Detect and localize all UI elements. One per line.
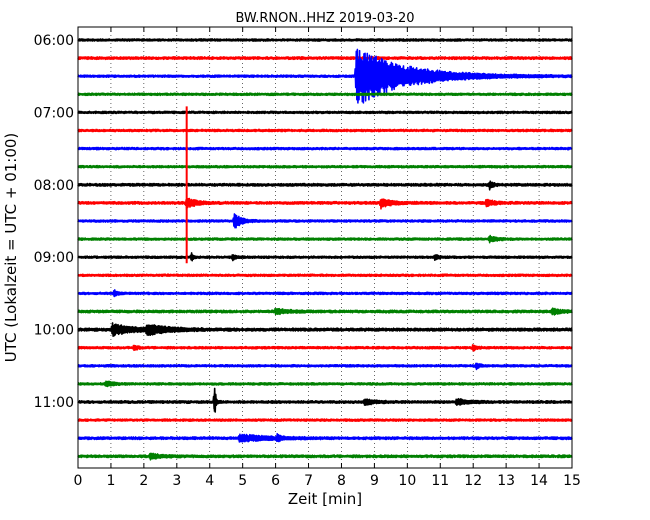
x-tick-label: 13	[497, 473, 515, 489]
trace-line-4	[77, 110, 573, 115]
trace-line-17	[77, 344, 573, 352]
x-tick-label: 14	[530, 473, 548, 489]
trace-line-16	[77, 322, 573, 337]
grid-lines	[110, 27, 540, 468]
trace-line-3	[77, 92, 573, 97]
trace-line-9	[77, 197, 573, 211]
y-tick-label: 07:00	[34, 105, 74, 121]
trace-line-2	[77, 48, 573, 104]
trace-line-12	[77, 252, 573, 262]
x-axis-ticks: 0 1 2 3 4 5 6 7 8 9 10 11 12 13 14 15	[74, 27, 581, 489]
trace-line-6	[77, 146, 573, 151]
trace-line-22	[77, 432, 573, 443]
trace-line-14	[77, 289, 573, 298]
x-tick-label: 1	[106, 473, 115, 489]
x-axis-label: Zeit [min]	[288, 490, 362, 508]
trace-line-13	[77, 273, 573, 278]
x-tick-label: 11	[431, 473, 449, 489]
vertical-spikes	[185, 106, 216, 412]
trace-line-7	[77, 164, 573, 169]
y-tick-label: 09:00	[34, 250, 74, 266]
trace-line-11	[77, 234, 573, 244]
x-tick-label: 7	[304, 473, 313, 489]
trace-line-15	[77, 307, 573, 316]
x-tick-label: 0	[74, 473, 83, 489]
trace-line-20	[77, 387, 573, 413]
x-tick-label: 5	[238, 473, 247, 489]
trace-line-19	[77, 380, 573, 388]
x-tick-label: 10	[398, 473, 416, 489]
y-axis-label: UTC (Lokalzeit = UTC + 01:00)	[2, 133, 20, 363]
y-tick-label: 06:00	[34, 33, 74, 49]
x-tick-label: 2	[139, 473, 148, 489]
x-tick-label: 15	[563, 473, 581, 489]
trace-line-1	[77, 56, 573, 61]
trace-line-5	[77, 128, 573, 133]
x-tick-label: 3	[172, 473, 181, 489]
trace-line-23	[77, 452, 573, 461]
y-tick-label: 08:00	[34, 178, 74, 194]
chart-title: BW.RNON..HHZ 2019-03-20	[235, 11, 414, 26]
trace-line-10	[77, 213, 573, 229]
x-tick-label: 6	[271, 473, 280, 489]
y-tick-label: 10:00	[34, 323, 74, 339]
x-tick-label: 12	[464, 473, 482, 489]
trace-lines	[77, 38, 573, 461]
trace-line-21	[77, 418, 573, 422]
plot-frame	[77, 26, 573, 469]
y-tick-label: 11:00	[34, 395, 74, 411]
trace-line-8	[77, 180, 573, 191]
x-tick-label: 9	[370, 473, 379, 489]
x-tick-label: 4	[205, 473, 214, 489]
y-axis-ticks: 06:00 07:00 08:00 09:00 10:00 11:00	[34, 33, 572, 411]
trace-line-0	[77, 38, 573, 42]
x-tick-label: 8	[337, 473, 346, 489]
trace-line-18	[77, 362, 573, 371]
